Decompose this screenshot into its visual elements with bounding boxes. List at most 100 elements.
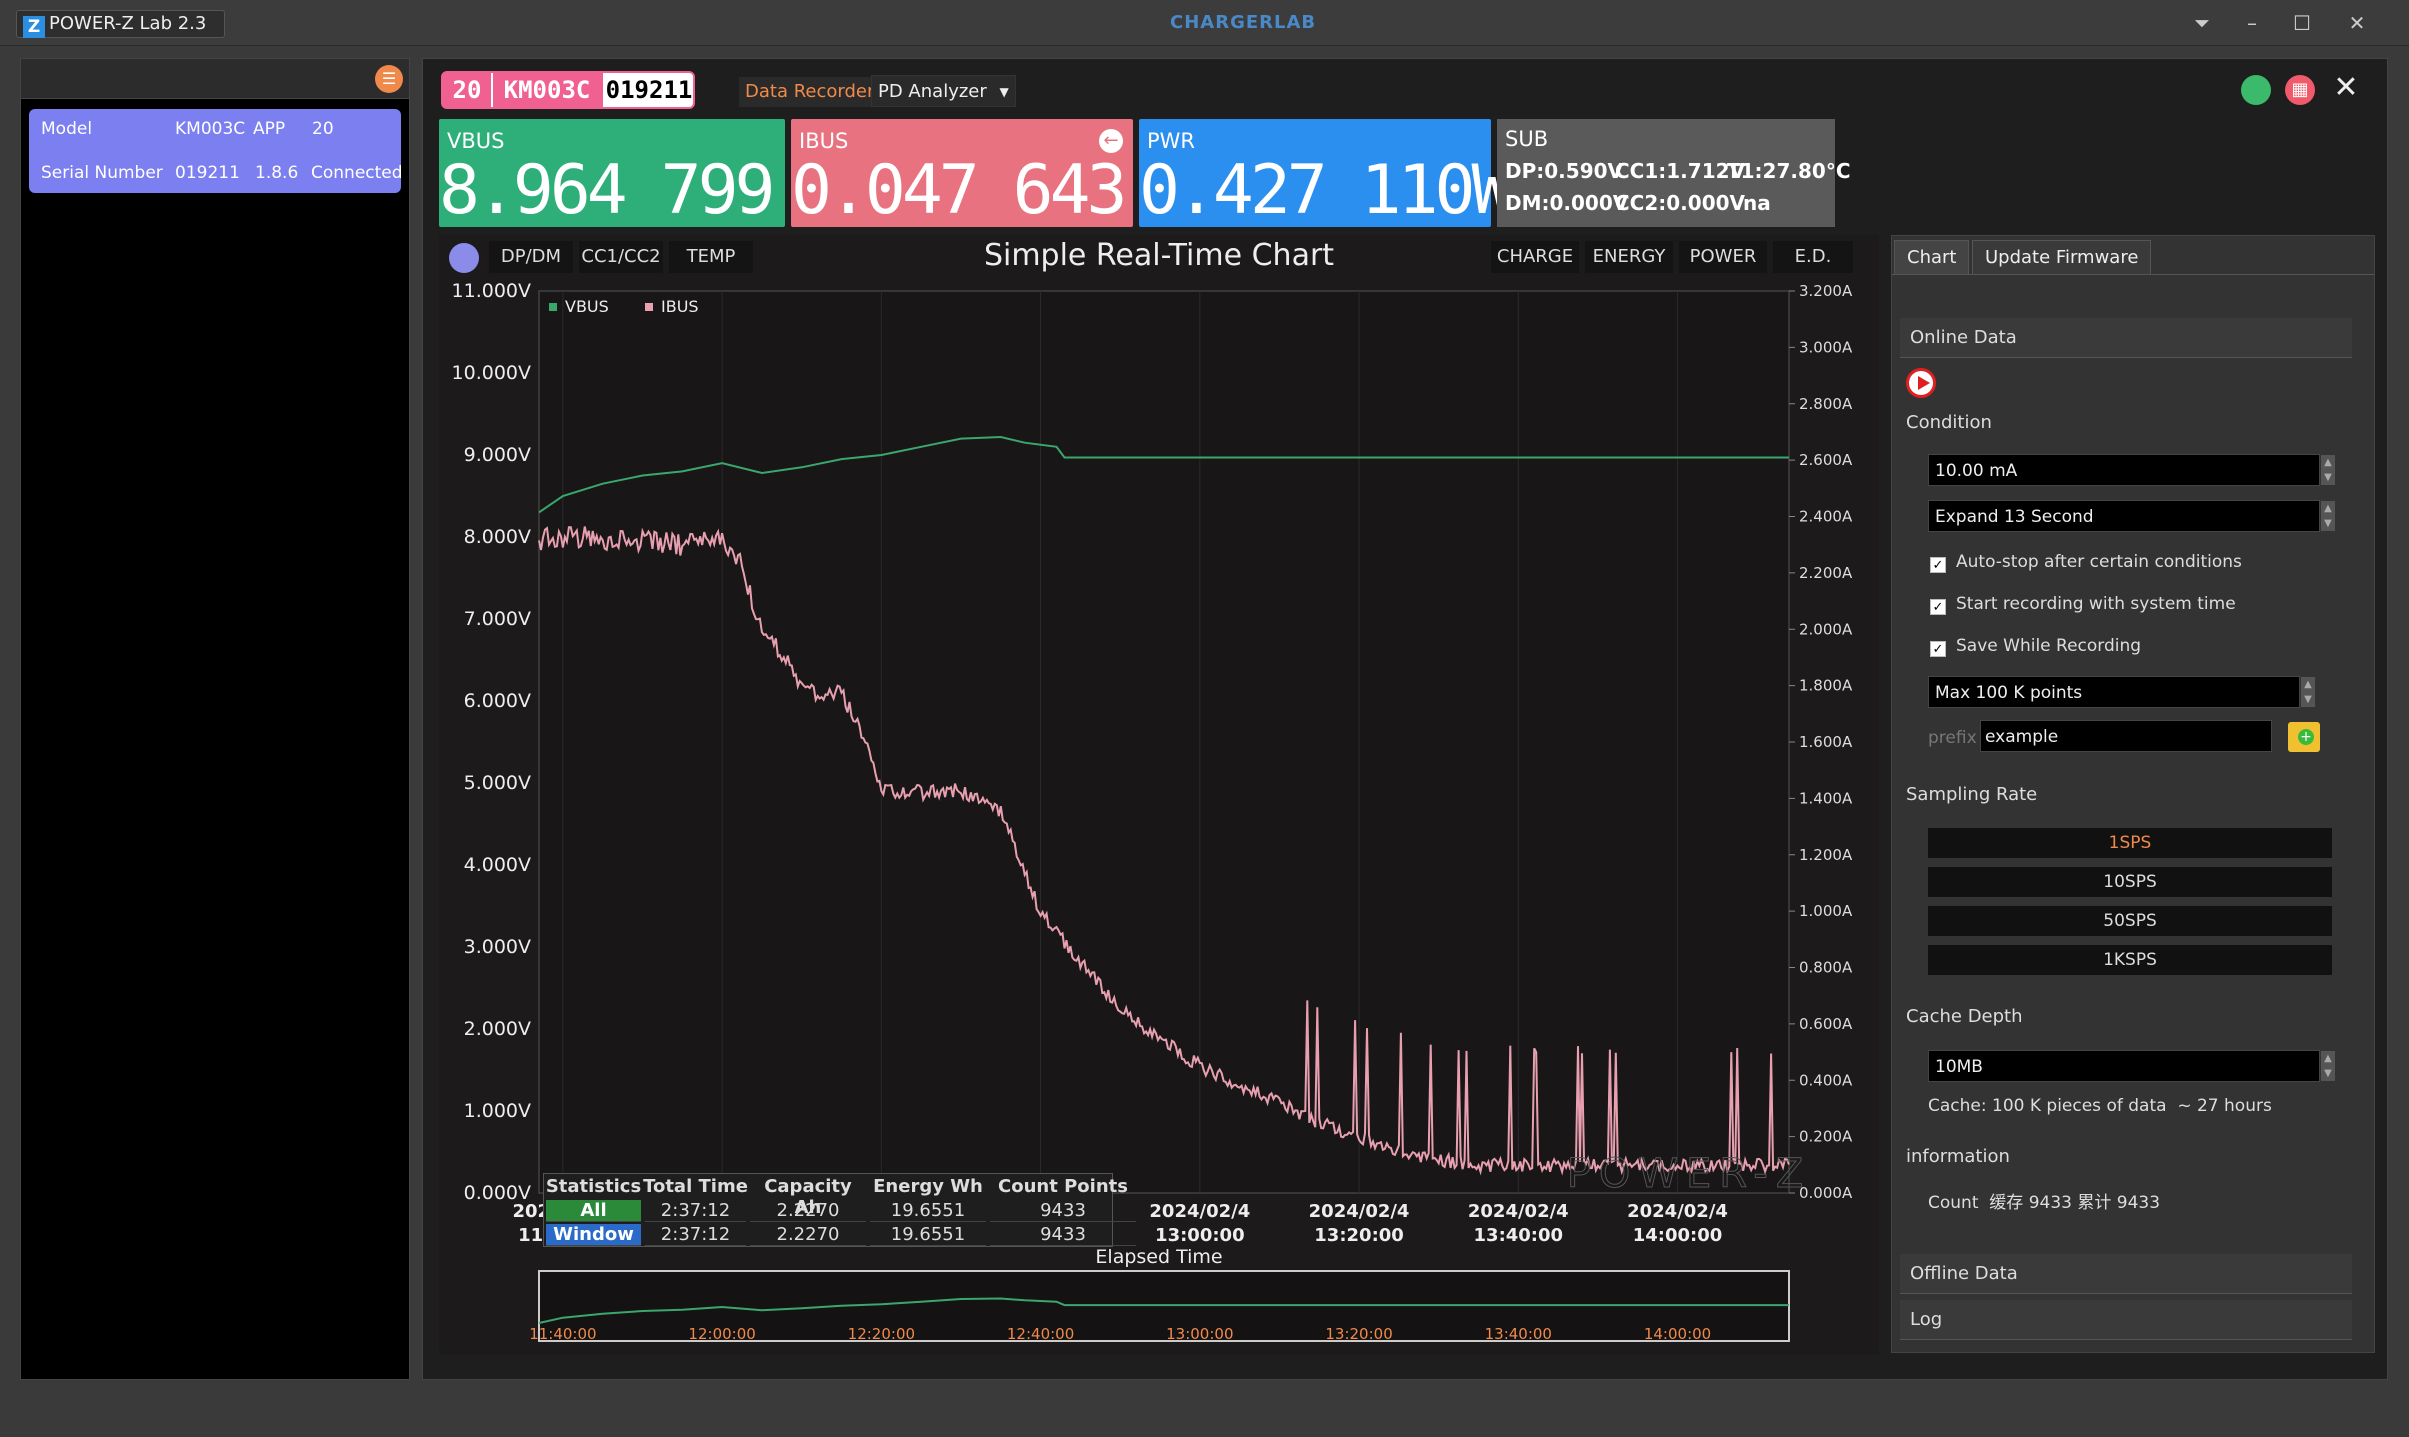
- system-time-checkbox[interactable]: ✓ Start recording with system time: [1930, 594, 2236, 615]
- cache-depth-value: 10MB: [1935, 1057, 1983, 1077]
- vbus-value: 8.964 799 V: [439, 151, 849, 230]
- stats-cell: 19.6551: [870, 1224, 986, 1246]
- power-label: PWR: [1147, 129, 1196, 153]
- serial-value: 019211: [175, 163, 240, 183]
- main-panel: 20 KM003C 019211 Data Recorder PD Analyz…: [422, 58, 2388, 1380]
- y-right-tick: 2.200A: [1799, 564, 1853, 582]
- y-left-tick: 2.000V: [464, 1018, 531, 1040]
- tab-data-recorder[interactable]: Data Recorder: [739, 77, 881, 107]
- stepper-icon[interactable]: ▲ ▼: [2321, 1051, 2335, 1081]
- ibus-line: [538, 526, 1790, 1176]
- expand-seconds-field[interactable]: Expand 13 Second ▲ ▼: [1928, 500, 2335, 532]
- online-data-header[interactable]: Online Data: [1900, 318, 2352, 358]
- chart-mode-icon[interactable]: [449, 243, 479, 273]
- overview-tick: 12:20:00: [848, 1325, 915, 1343]
- stats-header: Total Time: [643, 1176, 748, 1197]
- chart-tab-dpdm[interactable]: DP/DM: [489, 241, 573, 273]
- x-tick-time: 13:20:00: [1314, 1225, 1404, 1246]
- badge-serial: 019211: [603, 73, 693, 107]
- y-right-tick: 0.400A: [1799, 1071, 1853, 1089]
- y-right-tick: 2.800A: [1799, 395, 1853, 413]
- chart-tab-power[interactable]: POWER: [1679, 241, 1767, 273]
- stepper-icon[interactable]: ▲ ▼: [2301, 677, 2315, 707]
- y-right-tick: 1.800A: [1799, 677, 1853, 695]
- connection-status: Connected: [311, 163, 403, 183]
- chart-tab-energy[interactable]: ENERGY: [1585, 241, 1673, 273]
- overview-tick: 13:20:00: [1325, 1325, 1392, 1343]
- maximize-icon[interactable]: ☐: [2293, 11, 2311, 35]
- direction-arrow-icon[interactable]: ←: [1099, 129, 1123, 153]
- minimize-icon[interactable]: –: [2247, 11, 2257, 35]
- app-label: APP: [253, 119, 286, 139]
- sampling-rate-label: Sampling Rate: [1906, 784, 2038, 805]
- tab-pd-analyzer[interactable]: PD Analyzer ▼: [871, 75, 1016, 107]
- record-play-icon[interactable]: [1906, 368, 1936, 398]
- overview-tick: 11:40:00: [529, 1325, 596, 1343]
- title-bar: Z POWER-Z Lab 2.3 CHARGERLAB ⏷ – ☐ ✕: [0, 0, 2409, 46]
- export-icon[interactable]: [2241, 75, 2271, 105]
- device-badge[interactable]: 20 KM003C 019211: [441, 71, 695, 109]
- current-threshold-field[interactable]: 10.00 mA ▲ ▼: [1928, 454, 2335, 486]
- auto-stop-checkbox[interactable]: ✓ Auto-stop after certain conditions: [1930, 552, 2242, 573]
- dm-voltage: DM:0.000V: [1505, 191, 1629, 215]
- tab-pd-analyzer-label: PD Analyzer: [878, 81, 987, 102]
- apps-grid-icon[interactable]: ▦: [2285, 75, 2315, 105]
- stats-cell: All: [546, 1200, 641, 1222]
- tab-update-firmware[interactable]: Update Firmware: [1972, 240, 2152, 274]
- tab-chart[interactable]: Chart: [1894, 240, 1970, 274]
- app-value: 20: [312, 119, 334, 139]
- list-menu-icon[interactable]: ☰: [375, 65, 403, 93]
- rate-1sps[interactable]: 1SPS: [1928, 828, 2332, 858]
- app-title: Z POWER-Z Lab 2.3: [16, 10, 226, 38]
- stats-cell: 2.2270: [750, 1200, 866, 1222]
- y-right-tick: 2.000A: [1799, 620, 1853, 638]
- max-points-field[interactable]: Max 100 K points ▲ ▼: [1928, 676, 2315, 708]
- app-logo-icon: Z: [23, 16, 45, 38]
- close-panel-icon[interactable]: ✕: [2333, 70, 2359, 105]
- overview-tick: 13:00:00: [1166, 1325, 1233, 1343]
- stats-cell: Window: [546, 1224, 641, 1246]
- x-tick-date: 2024/02/4: [1468, 1201, 1569, 1222]
- overview-vbus-line: [538, 1297, 1789, 1324]
- t1-temperature: T1:27.80°C: [1727, 159, 1851, 183]
- rate-1ksps[interactable]: 1KSPS: [1928, 945, 2332, 975]
- y-right-tick: 0.200A: [1799, 1128, 1853, 1146]
- overview-tick: 12:40:00: [1007, 1325, 1074, 1343]
- chart-tab-charge[interactable]: CHARGE: [1491, 241, 1579, 273]
- close-window-icon[interactable]: ✕: [2348, 11, 2366, 35]
- condition-label: Condition: [1906, 412, 1992, 433]
- checkmark-icon: ✓: [1930, 641, 1946, 657]
- cc1-voltage: CC1:1.712V: [1615, 159, 1746, 183]
- y-right-tick: 1.400A: [1799, 789, 1853, 807]
- y-right-tick: 0.000A: [1799, 1184, 1853, 1202]
- offline-data-header[interactable]: Offline Data: [1900, 1254, 2352, 1294]
- overview-tick: 12:00:00: [688, 1325, 755, 1343]
- y-left-tick: 7.000V: [464, 608, 531, 630]
- stats-cell: 2:37:12: [645, 1200, 746, 1222]
- save-while-label: Save While Recording: [1956, 636, 2142, 656]
- chart-tab-ed[interactable]: E.D.: [1773, 241, 1853, 273]
- stepper-icon[interactable]: ▲ ▼: [2321, 455, 2335, 485]
- y-right-tick: 2.600A: [1799, 451, 1853, 469]
- x-tick-time: 13:00:00: [1155, 1225, 1245, 1246]
- chart-tab-cc[interactable]: CC1/CC2: [579, 241, 663, 273]
- device-card[interactable]: Model KM003C APP 20 Serial Number 019211…: [29, 109, 403, 193]
- y-right-tick: 1.600A: [1799, 733, 1853, 751]
- legend-label: VBUS: [565, 297, 609, 316]
- save-while-recording-checkbox[interactable]: ✓ Save While Recording: [1930, 636, 2141, 657]
- log-header[interactable]: Log: [1900, 1300, 2352, 1340]
- y-left-tick: 8.000V: [464, 526, 531, 548]
- stepper-icon[interactable]: ▲ ▼: [2321, 501, 2335, 531]
- legend-swatch: [645, 303, 653, 311]
- folder-add-icon[interactable]: +: [2288, 722, 2320, 752]
- x-tick-time: 14:00:00: [1633, 1225, 1723, 1246]
- chart-tab-temp[interactable]: TEMP: [669, 241, 753, 273]
- rate-50sps[interactable]: 50SPS: [1928, 906, 2332, 936]
- y-left-tick: 10.000V: [452, 362, 531, 384]
- prefix-input[interactable]: example: [1980, 720, 2272, 752]
- dropdown-icon[interactable]: ⏷: [2194, 11, 2210, 35]
- rate-10sps[interactable]: 10SPS: [1928, 867, 2332, 897]
- y-left-tick: 0.000V: [464, 1182, 531, 1204]
- cache-depth-field[interactable]: 10MB ▲ ▼: [1928, 1050, 2335, 1082]
- stats-header: Energy Wh: [873, 1176, 983, 1197]
